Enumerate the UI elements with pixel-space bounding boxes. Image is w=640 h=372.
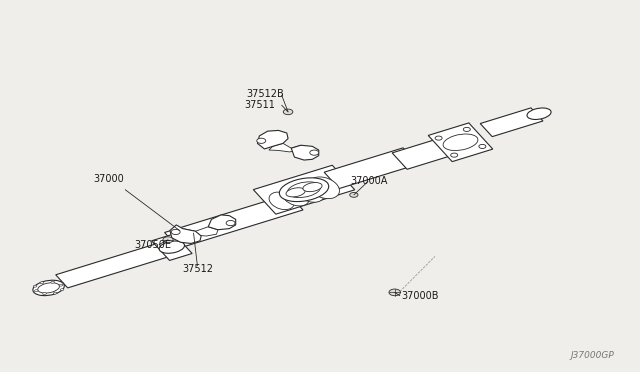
Text: J37000GP: J37000GP (570, 351, 614, 360)
Polygon shape (291, 145, 319, 160)
Polygon shape (208, 215, 236, 230)
Ellipse shape (38, 283, 60, 293)
Ellipse shape (269, 192, 294, 209)
Ellipse shape (451, 153, 458, 157)
Polygon shape (269, 143, 301, 152)
Ellipse shape (286, 188, 305, 197)
Ellipse shape (257, 138, 266, 143)
Polygon shape (324, 148, 418, 189)
Ellipse shape (159, 241, 184, 253)
Ellipse shape (59, 284, 63, 286)
Text: 37512: 37512 (182, 264, 214, 275)
Ellipse shape (527, 108, 551, 119)
Ellipse shape (43, 293, 46, 295)
Ellipse shape (435, 136, 442, 140)
Ellipse shape (282, 187, 309, 206)
Ellipse shape (303, 183, 322, 192)
Ellipse shape (287, 182, 321, 198)
Ellipse shape (308, 177, 339, 199)
Polygon shape (56, 244, 169, 288)
Ellipse shape (463, 127, 470, 131)
Ellipse shape (60, 289, 64, 291)
Ellipse shape (226, 221, 235, 226)
Text: 37000: 37000 (93, 174, 124, 184)
Ellipse shape (310, 150, 319, 155)
Text: 37000B: 37000B (402, 291, 439, 301)
Ellipse shape (443, 134, 478, 151)
Ellipse shape (279, 178, 329, 202)
Polygon shape (170, 225, 201, 243)
Ellipse shape (284, 109, 293, 115)
Ellipse shape (296, 182, 324, 202)
Polygon shape (181, 227, 218, 236)
Ellipse shape (33, 280, 64, 296)
Text: 37511: 37511 (244, 100, 275, 110)
Ellipse shape (163, 237, 173, 243)
Ellipse shape (53, 292, 57, 294)
Ellipse shape (349, 192, 358, 197)
Polygon shape (164, 194, 303, 248)
Ellipse shape (172, 230, 180, 235)
Polygon shape (253, 165, 355, 214)
Ellipse shape (40, 282, 44, 284)
Text: 37050E: 37050E (135, 240, 172, 250)
Text: 37000A: 37000A (351, 176, 388, 186)
Polygon shape (480, 108, 543, 137)
Ellipse shape (389, 289, 401, 296)
Ellipse shape (51, 281, 54, 283)
Polygon shape (428, 123, 493, 161)
Polygon shape (257, 131, 288, 149)
Text: 37512B: 37512B (246, 89, 284, 99)
Ellipse shape (479, 144, 486, 148)
Polygon shape (392, 139, 452, 169)
Ellipse shape (35, 290, 38, 292)
Polygon shape (152, 234, 192, 260)
Ellipse shape (33, 285, 37, 287)
